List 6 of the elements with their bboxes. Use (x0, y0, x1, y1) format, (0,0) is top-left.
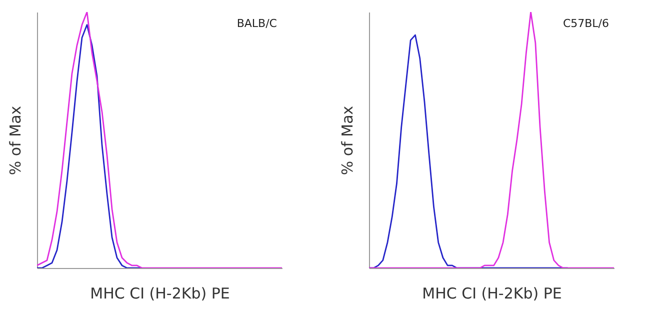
y-axis-title: % of Max (6, 106, 24, 176)
x-axis-title: MHC CI (H-2Kb) PE (422, 284, 562, 302)
annotation: C57BL/6 (562, 17, 609, 30)
annotation: BALB/C (236, 17, 278, 30)
y-axis-title: % of Max (338, 106, 356, 176)
x-axis-title: MHC CI (H-2Kb) PE (90, 284, 230, 302)
